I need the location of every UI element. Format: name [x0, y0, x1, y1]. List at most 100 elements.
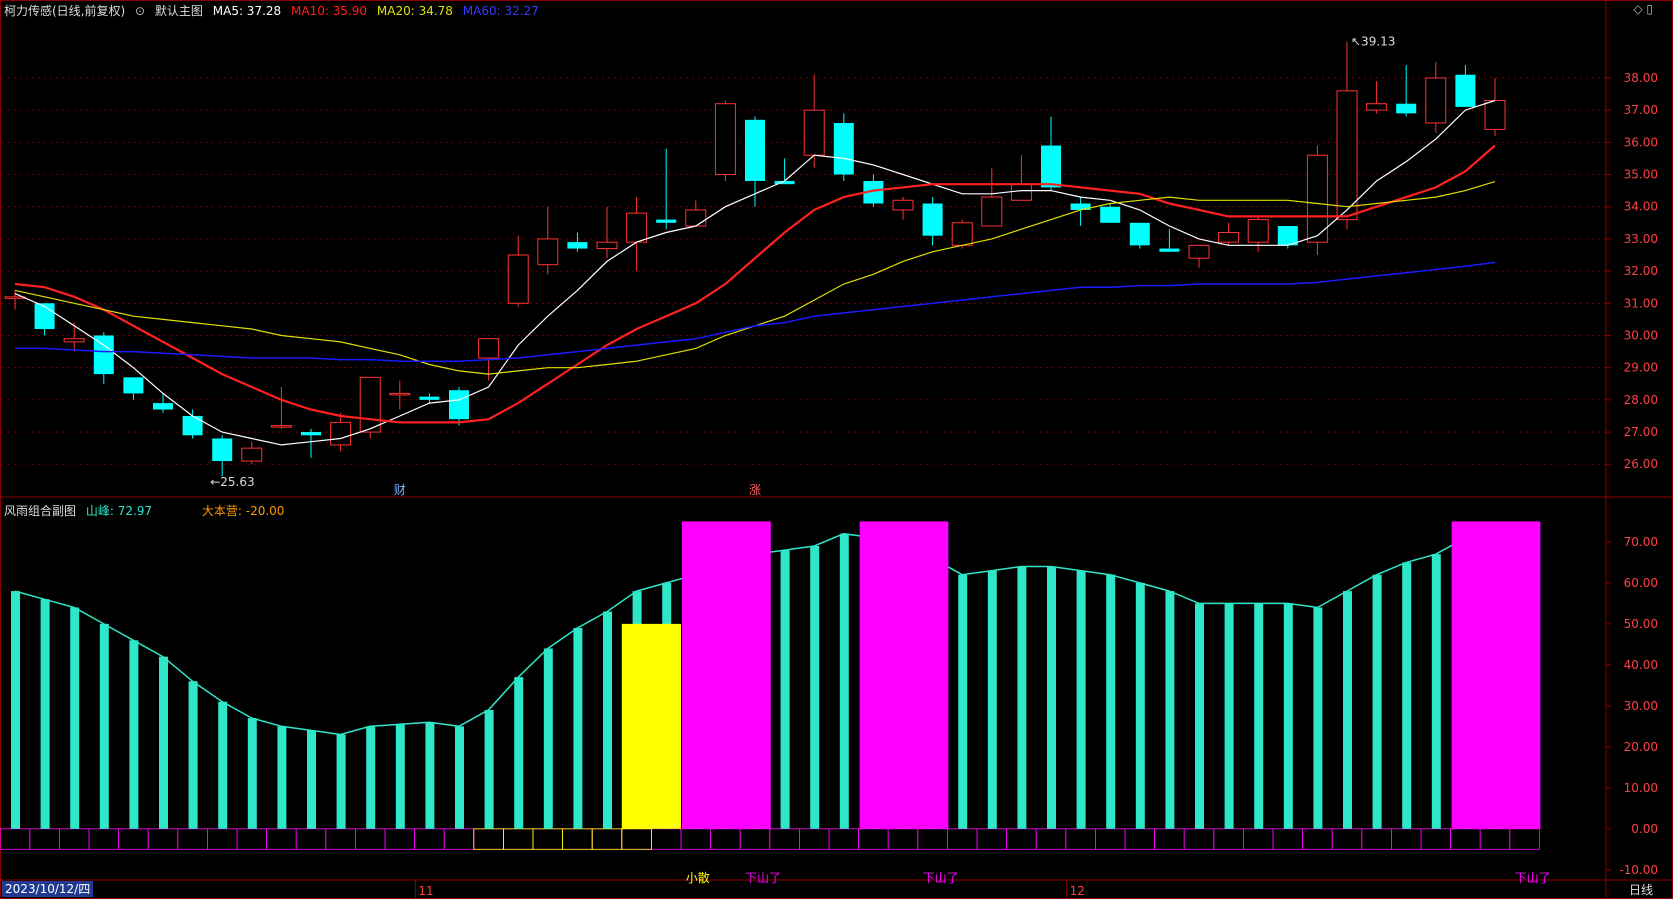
baseline-cell — [1035, 828, 1067, 850]
main-ytick-label: 34.00 — [1624, 200, 1658, 214]
candle-body-up — [892, 199, 914, 211]
period-label[interactable]: 日线 — [1628, 883, 1653, 897]
peak-bar — [129, 640, 139, 829]
baseline-cell — [1006, 828, 1037, 850]
candle-body-up — [714, 103, 736, 176]
peak-bar — [484, 709, 494, 829]
baseline-cell — [651, 828, 682, 850]
low-price-marker: ←25.63 — [210, 475, 254, 489]
month-label: 12 — [1070, 884, 1085, 898]
baseline-cell — [59, 828, 90, 850]
baseline-cell — [1154, 828, 1185, 850]
event-annotation: 财 — [394, 483, 406, 497]
peak-bar — [1106, 574, 1116, 829]
main-chart-label[interactable]: 默认主图 — [154, 4, 203, 18]
candle-body-down — [93, 335, 114, 375]
peak-bar — [514, 677, 524, 829]
main-ytick-label: 27.00 — [1624, 425, 1658, 439]
baseline-cell — [1420, 828, 1452, 850]
peak-bar — [1254, 603, 1264, 829]
main-ytick-label: 36.00 — [1624, 135, 1658, 149]
baseline-cell — [1272, 828, 1304, 850]
main-ytick-label: 32.00 — [1624, 264, 1658, 278]
peak-bar — [70, 607, 80, 829]
peak-bar — [1017, 566, 1027, 829]
ma20-value: MA20: 34.78 — [376, 4, 453, 18]
baseline-cell — [1509, 828, 1540, 850]
peak-bar — [1165, 591, 1175, 829]
candle-body-up — [981, 196, 1003, 227]
peak-bar — [277, 726, 287, 829]
baseline-cell — [1065, 828, 1096, 850]
signal-label: 下山了 — [745, 871, 781, 885]
baseline-cell — [443, 828, 475, 850]
peak-bar — [1076, 570, 1086, 829]
sub-ytick-label: 20.00 — [1624, 740, 1658, 754]
baseline-cell — [1450, 828, 1481, 850]
baseline-cell — [769, 828, 800, 850]
peak-bar — [603, 611, 612, 829]
baseline-cell — [0, 828, 31, 850]
stock-title[interactable]: 柯力传感(日线,前复权) — [4, 4, 126, 18]
candle-body-up — [951, 222, 973, 246]
peak-bar — [1195, 603, 1204, 829]
sub-ytick-label: 0.00 — [1631, 822, 1658, 836]
dropdown-icon[interactable]: ⊙ — [135, 4, 146, 18]
baseline-cell — [562, 828, 593, 850]
candle-body-up — [241, 447, 263, 462]
candle-body-up — [803, 109, 825, 156]
peak-bar — [1047, 566, 1056, 829]
baseline-cell — [1213, 828, 1244, 850]
baseline-cell — [88, 828, 120, 850]
candle-body-down — [656, 219, 677, 223]
candle-body-up — [685, 209, 707, 227]
candle-body-up — [1336, 90, 1358, 221]
main-chart-header: 柯力传感(日线,前复权) ⊙ 默认主图 MA5: 37.28 MA10: 35.… — [4, 2, 545, 19]
ma10-value: MA10: 35.90 — [291, 4, 368, 18]
candle-body-up — [1247, 219, 1269, 243]
peak-bar — [987, 570, 997, 829]
baseline-cell — [414, 828, 445, 850]
peak-bar — [1431, 554, 1441, 829]
magenta-signal-block — [859, 521, 949, 829]
candle-body-down — [153, 403, 173, 410]
baseline-cell-yellow — [621, 828, 652, 850]
baseline-cell — [147, 828, 179, 850]
baseline-cell — [947, 828, 978, 850]
baseline-cell — [799, 828, 830, 850]
baseline-cell — [266, 828, 297, 850]
baseline-cell — [502, 828, 534, 850]
baseline-cell-yellow — [562, 828, 593, 850]
candle-body-up — [626, 212, 648, 243]
ma5-value: MA5: 37.28 — [212, 4, 282, 18]
month-label: 11 — [418, 884, 433, 898]
sub-ytick-label: -10.00 — [1619, 863, 1658, 877]
peak-bar — [11, 591, 20, 829]
sub-ytick-label: 10.00 — [1624, 781, 1658, 795]
candle-body-down — [1455, 74, 1476, 107]
baseline-cell — [236, 828, 268, 850]
candle-body-down — [212, 438, 233, 462]
peak-value: 山峰: 72.97 — [85, 504, 153, 518]
candle-body-up — [1306, 154, 1328, 243]
peak-bar — [247, 718, 257, 829]
baseline-cell — [976, 828, 1008, 850]
candle-body-up — [63, 338, 85, 343]
high-price-marker: ↖39.13 — [1351, 35, 1395, 49]
peak-bar — [425, 722, 435, 829]
peak-bar — [839, 533, 849, 829]
candle-body-up — [389, 392, 411, 396]
ma-line-ma5 — [14, 99, 1496, 446]
peak-bar — [573, 627, 583, 829]
date-label: 2023/10/12/四 — [2, 881, 94, 897]
baseline-cell-yellow — [502, 828, 534, 850]
sub-chart-title[interactable]: 风雨组合副图 — [4, 504, 77, 518]
corner-controls[interactable]: ◇ ▯ — [1633, 2, 1653, 16]
baseline-cell — [1302, 828, 1333, 850]
signal-label: 小散 — [686, 870, 710, 885]
candle-body-down — [745, 119, 765, 181]
candle-body-down — [567, 242, 588, 249]
baseline-cell — [118, 828, 149, 850]
main-ytick-label: 29.00 — [1624, 361, 1658, 375]
